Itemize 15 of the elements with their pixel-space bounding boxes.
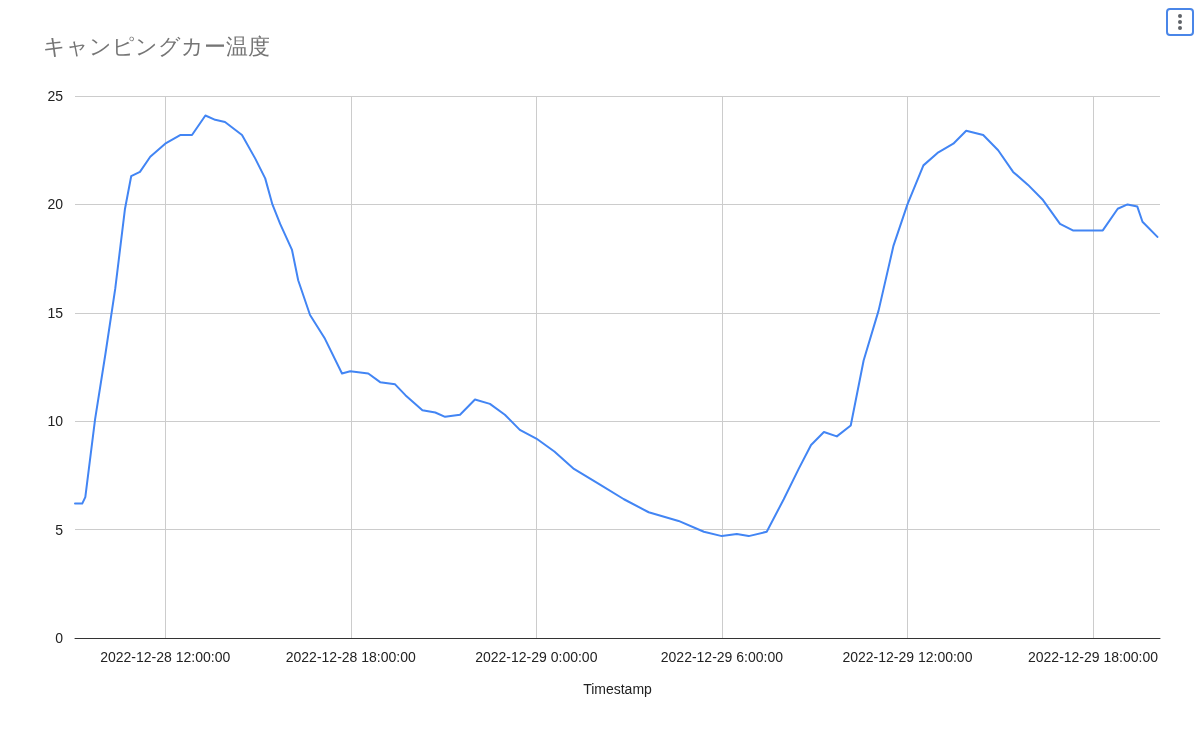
y-tick-label: 15	[47, 304, 64, 321]
x-axis-title: Timestamp	[583, 681, 653, 697]
y-tick-label: 25	[47, 88, 64, 104]
line-series	[74, 114, 1159, 538]
x-tick-label: 2022-12-28 12:00:00	[100, 649, 231, 665]
chart-title: キャンピングカー温度	[43, 33, 270, 59]
x-tick-label: 2022-12-28 18:00:00	[285, 649, 416, 665]
x-tick-label: 2022-12-29 0:00:00	[475, 649, 598, 665]
x-tick-label: 2022-12-29 12:00:00	[842, 649, 973, 665]
y-tick-label: 0	[55, 630, 64, 646]
y-tick-label: 20	[47, 196, 64, 213]
x-tick-label: 2022-12-29 6:00:00	[660, 649, 784, 665]
y-tick-label: 5	[55, 521, 64, 538]
x-tick-label: 2022-12-29 18:00:00	[1027, 649, 1159, 665]
y-tick-label: 10	[47, 413, 64, 430]
